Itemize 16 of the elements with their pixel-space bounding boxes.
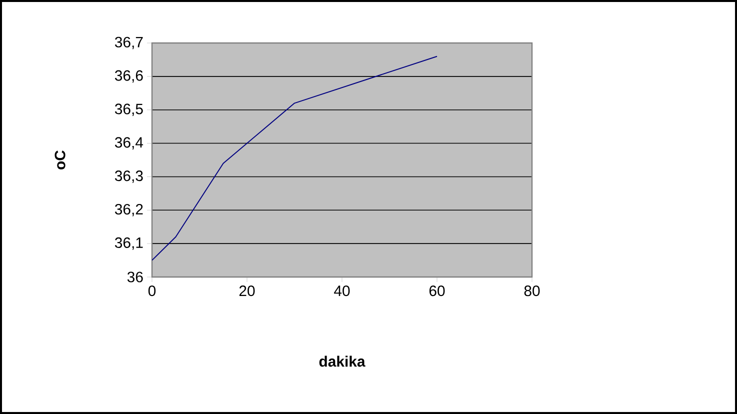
x-tick-label: 40	[334, 286, 350, 296]
y-tick-label: 36,6	[114, 70, 143, 83]
y-tick-label: 36,2	[114, 204, 143, 216]
x-tick-label: 0	[148, 286, 156, 296]
x-axis-title: dakika	[319, 356, 366, 367]
y-tick-label: 36,7	[114, 36, 143, 50]
y-tick-label: 36,5	[114, 104, 143, 116]
y-axis-title: oC	[54, 150, 66, 170]
y-tick-label: 36,3	[114, 170, 143, 183]
y-tick-label: 36,1	[114, 237, 143, 250]
x-tick-label: 80	[524, 286, 540, 296]
y-tick-label: 36,4	[114, 137, 144, 150]
x-tick-label: 60	[429, 286, 445, 296]
y-tick-label: 36	[127, 272, 143, 282]
line-series	[152, 56, 438, 261]
x-tick-label: 20	[239, 286, 255, 296]
